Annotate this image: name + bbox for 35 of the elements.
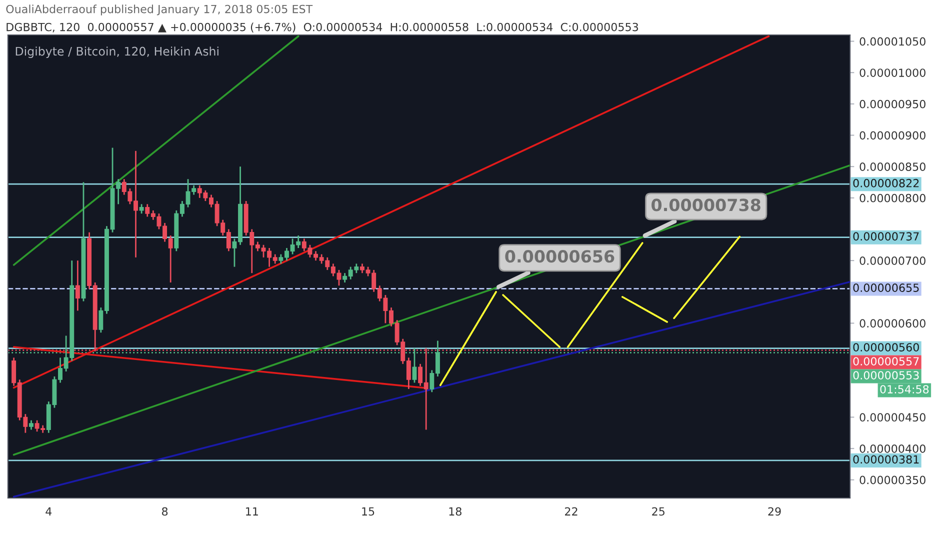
- chart-subtitle: DGBBTC, 120 0.00000557 ▲ +0.00000035 (+6.7%) O:0.00000534 H:0.00000558 L:0.00000534 C:0.00000553: [6, 22, 638, 33]
- y-tick-label: 0.00000850: [860, 162, 926, 171]
- x-tick-label: 18: [449, 507, 462, 516]
- ref-line-label: 0.00000553: [853, 371, 919, 380]
- ref-line-label: 0.00000381: [853, 455, 919, 464]
- ref-line-label: 0.00000655: [853, 284, 919, 292]
- x-tick-label: 25: [652, 507, 664, 516]
- y-tick-label: 0.00001050: [860, 37, 926, 46]
- x-tick-label: 8: [162, 507, 168, 516]
- y-tick-label: 0.00000950: [860, 100, 926, 108]
- y-tick-label: 0.00000450: [860, 413, 926, 422]
- x-tick-label: 29: [768, 507, 781, 516]
- ref-line-label: 0.00000822: [853, 178, 919, 188]
- ref-line-label: 0.00000560: [853, 343, 919, 352]
- y-tick-label: 0.00000800: [860, 194, 926, 202]
- candlestick: [139, 203, 144, 214]
- y-tick-label: 0.00000600: [860, 319, 926, 328]
- text: 01:54:58: [880, 385, 929, 394]
- text: Digibyte / Bitcoin, 120, Heikin Ashi: [16, 46, 218, 58]
- x-tick-label: 22: [565, 507, 578, 516]
- y-tick-label: 0.00001000: [860, 68, 926, 77]
- y-tick-label: 0.00000350: [860, 476, 926, 484]
- annotation: 0.00000656: [505, 250, 614, 263]
- text: OualiAbderraouf published January 17, 2018 05:05 EST: [6, 4, 313, 16]
- x-tick-label: 11: [246, 507, 258, 516]
- ref-line-label: 0.00000557: [853, 357, 919, 366]
- candlestick: [28, 420, 34, 430]
- ref-line-label: 0.00000737: [853, 232, 919, 241]
- y-tick-label: 0.00000400: [860, 444, 926, 453]
- candlestick: [75, 260, 80, 312]
- x-tick-label: 4: [46, 507, 52, 516]
- y-tick-label: 0.00000900: [860, 131, 926, 140]
- y-tick-label: 0.00000700: [860, 256, 926, 265]
- x-tick-label: 15: [362, 507, 374, 516]
- annotation: 0.00000738: [652, 198, 760, 212]
